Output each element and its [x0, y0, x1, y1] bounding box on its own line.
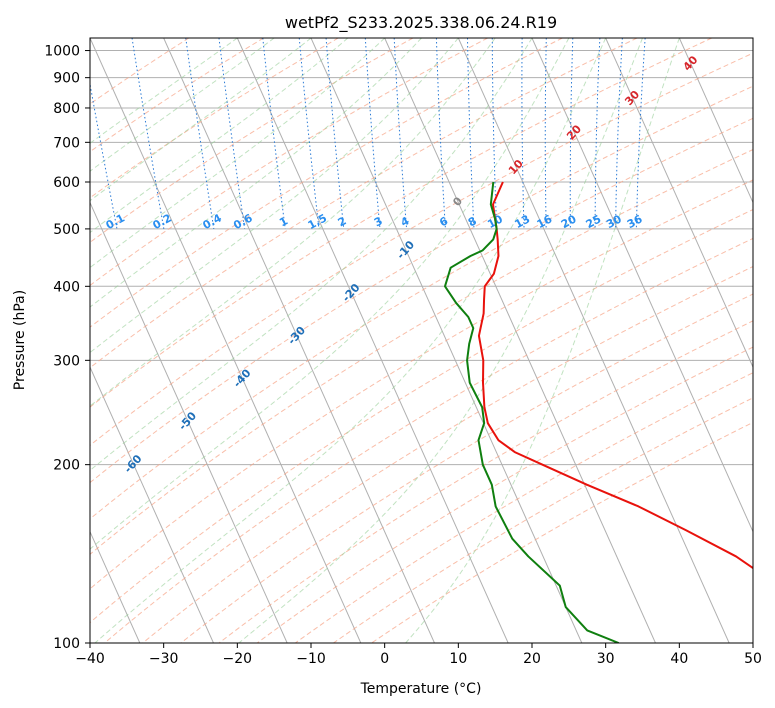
dry-adiabat [256, 346, 753, 643]
dry-adiabat [90, 117, 753, 520]
x-tick-label: −20 [223, 651, 253, 667]
x-tick-label: −30 [149, 651, 179, 667]
isotherm-line [457, 38, 730, 643]
dry-adiabat [90, 38, 638, 369]
isotherm-line [90, 201, 288, 643]
dry-adiabat [90, 38, 563, 328]
y-tick-label: 700 [53, 135, 80, 151]
isotherm-line [384, 38, 656, 643]
dry-adiabat [90, 52, 753, 446]
isotherm-line [752, 38, 753, 40]
x-tick-label: 20 [523, 651, 541, 667]
mixing-ratio-line [90, 81, 118, 229]
dry-adiabat [90, 85, 753, 484]
mixing-ratio-label: 36 [625, 212, 645, 231]
moist-adiabat [90, 38, 349, 234]
dry-adiabat [142, 266, 753, 643]
dry-adiabat [104, 237, 753, 643]
isotherm-line [90, 530, 141, 643]
mixing-ratio-line [218, 38, 246, 229]
x-tick-label: −40 [75, 651, 105, 667]
dry-adiabat [90, 38, 264, 153]
y-tick-label: 100 [53, 636, 80, 652]
mixing-ratio-line [131, 38, 165, 229]
dry-adiabat [90, 148, 753, 555]
dry-adiabat [371, 421, 753, 643]
y-tick-label: 900 [53, 71, 80, 87]
mixing-ratio-label: 13 [513, 212, 533, 231]
dry-adiabat [90, 179, 753, 590]
plot-frame [89, 37, 754, 644]
x-axis: −40 −30 −20 −10 0 10 20 30 40 50 [75, 643, 762, 667]
y-tick-label: 300 [53, 353, 80, 369]
chart-title: wetPf2_S233.2025.338.06.24.R19 [285, 13, 557, 33]
moist-adiabat [94, 38, 607, 643]
isotherm-line [605, 38, 753, 369]
isotherm-label: -80 [13, 538, 36, 562]
plot-background [90, 38, 753, 643]
mixing-ratio-label: 16 [535, 212, 555, 231]
isotherm-line [236, 38, 509, 643]
y-tick-label: 400 [53, 279, 80, 295]
isotherm-line [678, 38, 753, 204]
x-axis-label: Temperature (°C) [360, 681, 482, 697]
moist-adiabat [90, 38, 422, 308]
isotherm-line [531, 38, 753, 533]
temperature-line [477, 181, 753, 570]
y-tick-label: 200 [53, 458, 80, 474]
isotherm-line [163, 38, 435, 643]
moist-adiabat [90, 38, 533, 472]
y-axis: 100 200 300 400 500 600 700 800 900 1000 [44, 44, 90, 652]
moist-adiabat [90, 38, 496, 407]
isotherm-line [0, 38, 66, 643]
moist-adiabat [90, 38, 238, 144]
mixing-ratio-label: 20 [559, 212, 579, 231]
y-axis-label: Pressure (hPa) [12, 290, 28, 390]
y-tick-label: 800 [53, 101, 80, 117]
mixing-ratio-label: 30 [604, 212, 624, 231]
y-tick-label: 600 [53, 175, 80, 191]
mixing-ratio-line [185, 38, 215, 229]
dry-adiabat [90, 208, 753, 624]
moist-adiabat [90, 38, 570, 550]
series-layer [443, 181, 753, 643]
dry-adiabat [90, 38, 712, 408]
dry-adiabat [333, 397, 753, 643]
x-tick-label: 40 [670, 651, 688, 667]
moist-adiabat [405, 38, 680, 643]
moist-adiabat [90, 38, 386, 269]
mixing-ratio-line [262, 38, 286, 229]
x-tick-label: 50 [744, 651, 762, 667]
dry-adiabat [218, 320, 753, 643]
x-tick-label: 10 [449, 651, 467, 667]
x-tick-label: 30 [597, 651, 615, 667]
x-tick-label: 0 [380, 651, 389, 667]
dewpoint-line [443, 181, 620, 643]
isotherm-label: -70 [67, 495, 90, 519]
background-lines [0, 38, 753, 643]
isotherm-line [90, 365, 214, 643]
y-tick-label: 1000 [44, 44, 80, 60]
dry-adiabat [180, 293, 753, 643]
mixing-ratio-label: 25 [584, 212, 604, 231]
y-tick-label: 500 [53, 222, 80, 238]
x-tick-label: −10 [296, 651, 326, 667]
